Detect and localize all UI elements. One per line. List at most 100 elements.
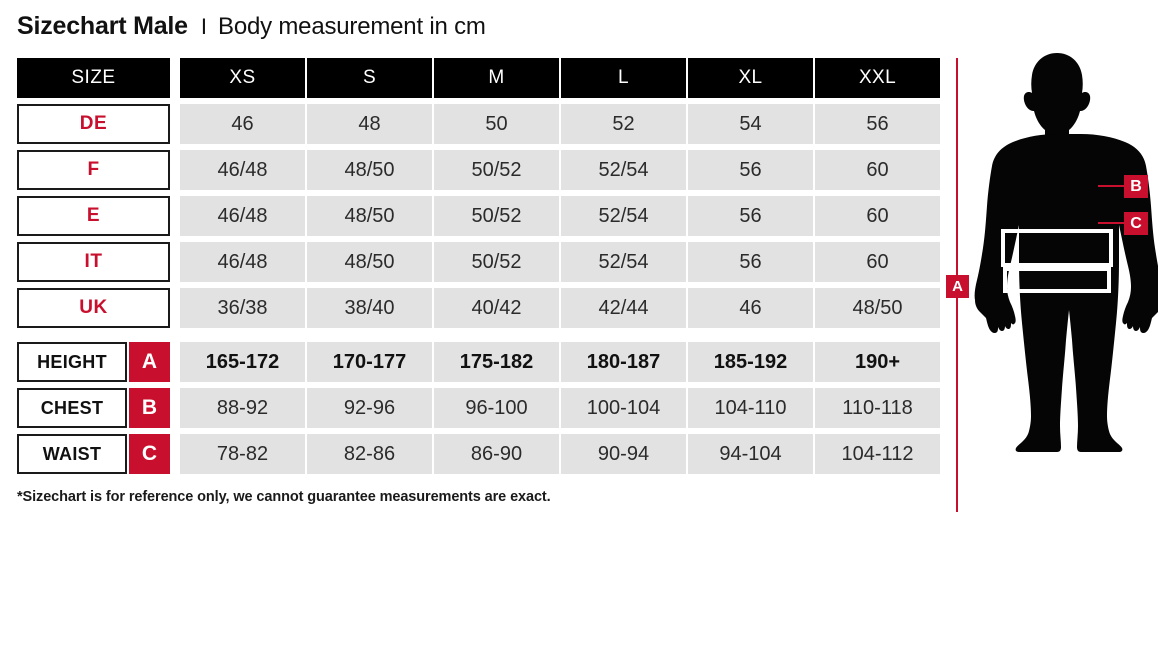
row-label-cell-uk: UK: [17, 288, 170, 328]
header-size-columns: XS S M L XL XXL: [180, 58, 940, 98]
table-row: IT 46/48 48/50 50/52 52/54 56 60: [17, 242, 940, 282]
row-label-cell-f: F: [17, 150, 170, 190]
cell-uk-l: 42/44: [561, 288, 686, 328]
cell-waist-m: 86-90: [434, 434, 559, 474]
cell-it-l: 52/54: [561, 242, 686, 282]
row-label-cell-height: HEIGHT A: [17, 342, 170, 382]
cell-chest-xs: 88-92: [180, 388, 305, 428]
table-row: CHEST B 88-92 92-96 96-100 100-104 104-1…: [17, 388, 940, 428]
leader-line-waist: [1098, 222, 1124, 224]
row-values-uk: 36/38 38/40 40/42 42/44 46 48/50: [180, 288, 940, 328]
column-header-l: L: [561, 58, 686, 98]
size-header-label: SIZE: [17, 58, 170, 98]
page-title-main: Sizechart Male: [17, 12, 188, 40]
cell-chest-l: 100-104: [561, 388, 686, 428]
row-values-height: 165-172 170-177 175-182 180-187 185-192 …: [180, 342, 940, 382]
row-label-cell-waist: WAIST C: [17, 434, 170, 474]
row-values-e: 46/48 48/50 50/52 52/54 56 60: [180, 196, 940, 236]
cell-e-l: 52/54: [561, 196, 686, 236]
row-values-chest: 88-92 92-96 96-100 100-104 104-110 110-1…: [180, 388, 940, 428]
table-row: UK 36/38 38/40 40/42 42/44 46 48/50: [17, 288, 940, 328]
table-row: HEIGHT A 165-172 170-177 175-182 180-187…: [17, 342, 940, 382]
row-label-f: F: [17, 150, 170, 190]
cell-e-m: 50/52: [434, 196, 559, 236]
cell-uk-m: 40/42: [434, 288, 559, 328]
cell-uk-s: 38/40: [307, 288, 432, 328]
cell-de-l: 52: [561, 104, 686, 144]
cell-de-xl: 54: [688, 104, 813, 144]
page-title: Sizechart Male I Body measurement in cm: [17, 12, 486, 41]
marker-badge-a: A: [129, 342, 170, 382]
cell-chest-s: 92-96: [307, 388, 432, 428]
cell-it-xl: 56: [688, 242, 813, 282]
disclaimer-text: *Sizechart is for reference only, we can…: [17, 489, 551, 505]
cell-e-xxl: 60: [815, 196, 940, 236]
row-label-cell-de: DE: [17, 104, 170, 144]
marker-badge-b: B: [129, 388, 170, 428]
row-label-it: IT: [17, 242, 170, 282]
row-label-de: DE: [17, 104, 170, 144]
row-label-height: HEIGHT: [17, 342, 127, 382]
cell-f-l: 52/54: [561, 150, 686, 190]
row-label-e: E: [17, 196, 170, 236]
cell-f-m: 50/52: [434, 150, 559, 190]
header-label-cell: SIZE: [17, 58, 170, 98]
cell-de-m: 50: [434, 104, 559, 144]
row-label-waist: WAIST: [17, 434, 127, 474]
cell-height-xl: 185-192: [688, 342, 813, 382]
column-header-xs: XS: [180, 58, 305, 98]
cell-e-s: 48/50: [307, 196, 432, 236]
cell-chest-m: 96-100: [434, 388, 559, 428]
column-header-xl: XL: [688, 58, 813, 98]
column-header-m: M: [434, 58, 559, 98]
table-row: E 46/48 48/50 50/52 52/54 56 60: [17, 196, 940, 236]
male-body-silhouette-icon: [974, 53, 1158, 452]
page-title-subtitle: Body measurement in cm: [218, 13, 486, 40]
cell-uk-xs: 36/38: [180, 288, 305, 328]
cell-it-xxl: 60: [815, 242, 940, 282]
row-label-cell-e: E: [17, 196, 170, 236]
row-label-uk: UK: [17, 288, 170, 328]
cell-waist-s: 82-86: [307, 434, 432, 474]
cell-f-xs: 46/48: [180, 150, 305, 190]
cell-height-l: 180-187: [561, 342, 686, 382]
column-header-s: S: [307, 58, 432, 98]
cell-chest-xxl: 110-118: [815, 388, 940, 428]
title-separator: I: [200, 14, 208, 39]
cell-waist-xxl: 104-112: [815, 434, 940, 474]
cell-e-xs: 46/48: [180, 196, 305, 236]
cell-chest-xl: 104-110: [688, 388, 813, 428]
table-row: WAIST C 78-82 82-86 86-90 90-94 94-104 1…: [17, 434, 940, 474]
cell-it-xs: 46/48: [180, 242, 305, 282]
row-values-it: 46/48 48/50 50/52 52/54 56 60: [180, 242, 940, 282]
cell-waist-xl: 94-104: [688, 434, 813, 474]
cell-height-xs: 165-172: [180, 342, 305, 382]
cell-f-xxl: 60: [815, 150, 940, 190]
cell-uk-xl: 46: [688, 288, 813, 328]
figure-marker-b: B: [1124, 175, 1148, 198]
figure-marker-c: C: [1124, 212, 1148, 235]
cell-it-s: 48/50: [307, 242, 432, 282]
cell-de-s: 48: [307, 104, 432, 144]
cell-e-xl: 56: [688, 196, 813, 236]
row-label-cell-it: IT: [17, 242, 170, 282]
cell-f-s: 48/50: [307, 150, 432, 190]
figure-marker-a: A: [946, 275, 969, 298]
row-label-cell-chest: CHEST B: [17, 388, 170, 428]
marker-badge-c: C: [129, 434, 170, 474]
cell-waist-l: 90-94: [561, 434, 686, 474]
table-row: DE 46 48 50 52 54 56: [17, 104, 940, 144]
cell-height-m: 175-182: [434, 342, 559, 382]
sizechart-table: SIZE XS S M L XL XXL DE 46 48 50 52 54 5…: [17, 58, 940, 480]
cell-de-xs: 46: [180, 104, 305, 144]
cell-height-xxl: 190+: [815, 342, 940, 382]
cell-height-s: 170-177: [307, 342, 432, 382]
cell-uk-xxl: 48/50: [815, 288, 940, 328]
cell-it-m: 50/52: [434, 242, 559, 282]
row-values-waist: 78-82 82-86 86-90 90-94 94-104 104-112: [180, 434, 940, 474]
cell-f-xl: 56: [688, 150, 813, 190]
column-header-xxl: XXL: [815, 58, 940, 98]
body-figure-panel: A B C: [940, 50, 1169, 530]
table-header-row: SIZE XS S M L XL XXL: [17, 58, 940, 98]
table-row: F 46/48 48/50 50/52 52/54 56 60: [17, 150, 940, 190]
